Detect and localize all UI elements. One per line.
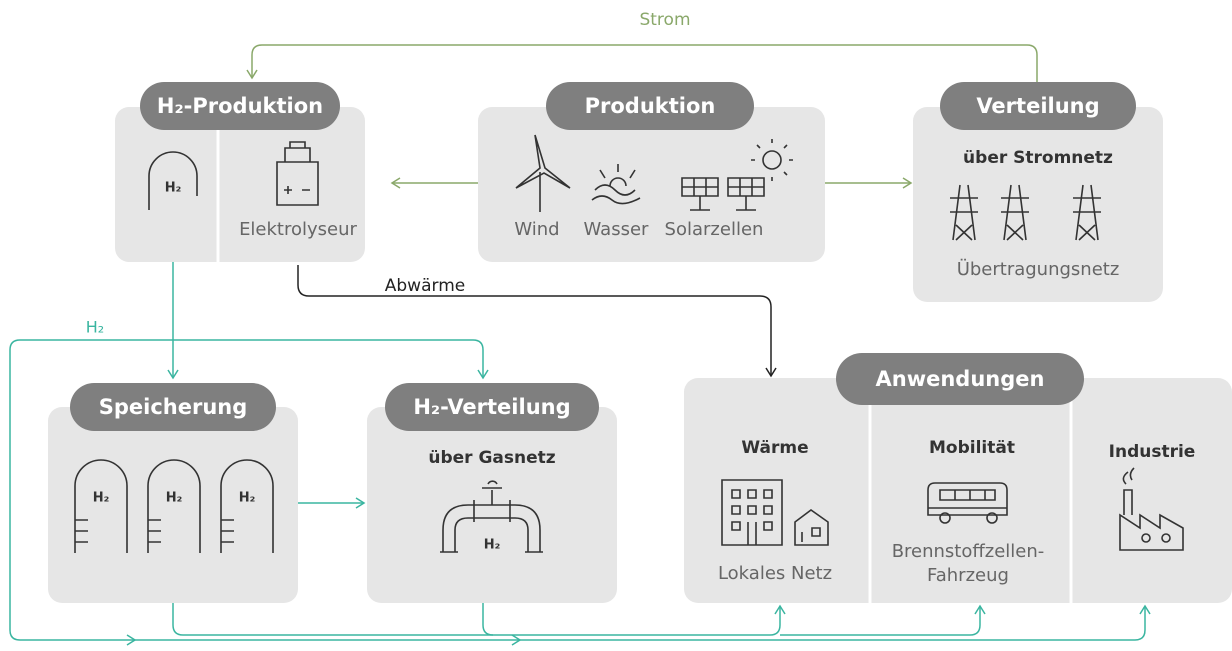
- h2-verteilung: H₂-Verteilung über Gasnetz H₂: [367, 383, 617, 603]
- section-title: Mobilität: [929, 438, 1015, 458]
- flow-label: Strom: [639, 10, 690, 30]
- tank-icon: [148, 151, 198, 210]
- title: Speicherung: [99, 395, 248, 419]
- solar-icon: [681, 177, 765, 211]
- title: Anwendungen: [876, 367, 1045, 391]
- wheel: [986, 512, 998, 524]
- water-icon: [591, 164, 641, 205]
- box: [913, 107, 1163, 302]
- speicherung: Speicherung H₂ H₂ H₂: [48, 383, 298, 603]
- anwendungen: Anwendungen Wärme Mobilität Industrie Lo…: [684, 353, 1232, 603]
- box: [115, 107, 365, 262]
- pylon-icon: [950, 184, 1101, 241]
- wind-icon: [515, 134, 571, 212]
- subtitle: über Stromnetz: [963, 148, 1113, 168]
- wheel: [939, 512, 951, 524]
- h2-line: [482, 603, 980, 636]
- pill: [546, 82, 754, 130]
- bus-icon: [927, 482, 1008, 516]
- sun-icon: [762, 150, 782, 170]
- section-title: Wärme: [741, 438, 808, 458]
- sun-rays: [751, 139, 793, 181]
- verteilung: Verteilung über Stromnetz Übertragungsne…: [913, 82, 1163, 302]
- section-title: Industrie: [1109, 442, 1196, 462]
- pill: [836, 353, 1084, 405]
- factory-detail: [1141, 533, 1151, 543]
- factory-detail: [1161, 533, 1171, 543]
- h2-line: [520, 604, 1151, 641]
- label: Wind: [514, 219, 559, 240]
- tank-label: H₂: [93, 491, 110, 506]
- flow-label: Abwärme: [385, 276, 465, 296]
- flow-label: H₂: [86, 318, 104, 337]
- title: Produktion: [585, 94, 716, 118]
- h2-line: [172, 603, 786, 636]
- pipe-label: H₂: [484, 538, 501, 553]
- tank-icons: [74, 459, 274, 553]
- tank-label: H₂: [239, 491, 256, 506]
- h2-line: [9, 339, 173, 646]
- label: Wasser: [584, 219, 650, 240]
- subtitle: über Gasnetz: [428, 448, 555, 468]
- title: H₂-Verteilung: [413, 395, 570, 419]
- building-icon: [721, 479, 829, 546]
- label: Solarzellen: [665, 219, 764, 240]
- label: Elektrolyseur: [239, 219, 357, 240]
- flows: Strom Abwärme H₂: [9, 10, 1151, 646]
- label: Lokales Netz: [718, 563, 832, 584]
- electrolyser-icon: [276, 141, 319, 206]
- label: Übertragungsnetz: [957, 258, 1120, 280]
- produktion: Produktion Wind Wasser Solarzellen: [478, 82, 825, 262]
- label: Brennstoffzellen-: [892, 541, 1045, 562]
- pill: [385, 383, 599, 431]
- tank-label: H₂: [166, 491, 183, 506]
- abwaerme-line: [297, 265, 777, 378]
- box: [478, 107, 825, 262]
- title: Verteilung: [976, 94, 1099, 118]
- box: [48, 407, 298, 603]
- tank-label: H₂: [165, 181, 182, 196]
- h2-produktion: H₂-Produktion H₂ Elektrolyseur: [115, 82, 365, 262]
- factory-icon: [1119, 467, 1184, 551]
- title: H₂-Produktion: [157, 94, 323, 118]
- pipe-icon: [440, 480, 543, 553]
- pill: [70, 383, 276, 431]
- pill: [140, 82, 340, 130]
- strom-line: [246, 44, 1038, 107]
- h2-line: [173, 339, 489, 380]
- label: Fahrzeug: [927, 565, 1009, 586]
- pill: [940, 82, 1136, 130]
